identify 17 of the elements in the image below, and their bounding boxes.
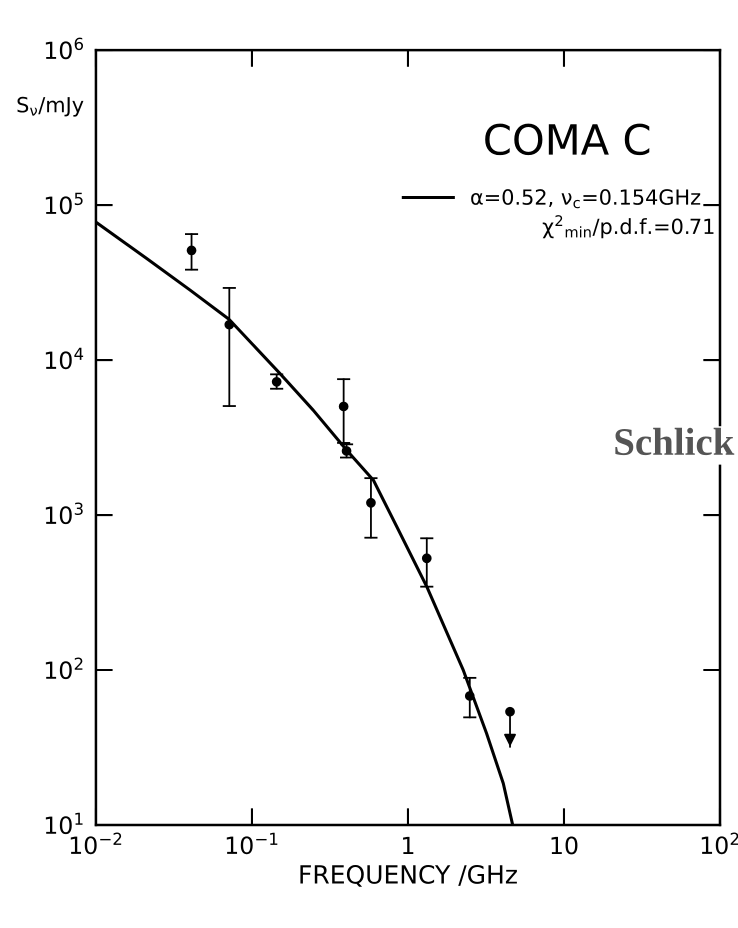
y-tick-label: 10$^{6}$: [46, 38, 84, 60]
annotation: χ$^{2}$$_{min}$/p.d.f.=0.71: [542, 215, 714, 238]
y-tick-label: 10$^{4}$: [46, 348, 84, 370]
x-tick-label: 1: [403, 836, 414, 854]
annotation: Schlick: [615, 428, 734, 456]
y-tick-label: 10$^{2}$: [46, 658, 82, 680]
legend-label: α=0.52, ν$_{c}$=0.154GHz: [471, 189, 700, 208]
y-axis-title: S$_{ν}$/mJy: [17, 96, 84, 117]
y-tick-label: 10$^{1}$: [46, 812, 83, 834]
x-tick-label: 10$^{−2}$: [70, 832, 122, 854]
x-tick-label: 10: [552, 836, 578, 854]
y-tick-label: 10$^{3}$: [46, 502, 83, 524]
x-tick-label: 10$^{2}$: [702, 832, 738, 854]
text: COMA C: [485, 124, 650, 156]
y-tick-label: 10$^{5}$: [46, 192, 83, 214]
x-tick-label: 10$^{−1}$: [226, 832, 278, 854]
x-axis-title: FREQUENCY /GHz: [300, 864, 517, 887]
